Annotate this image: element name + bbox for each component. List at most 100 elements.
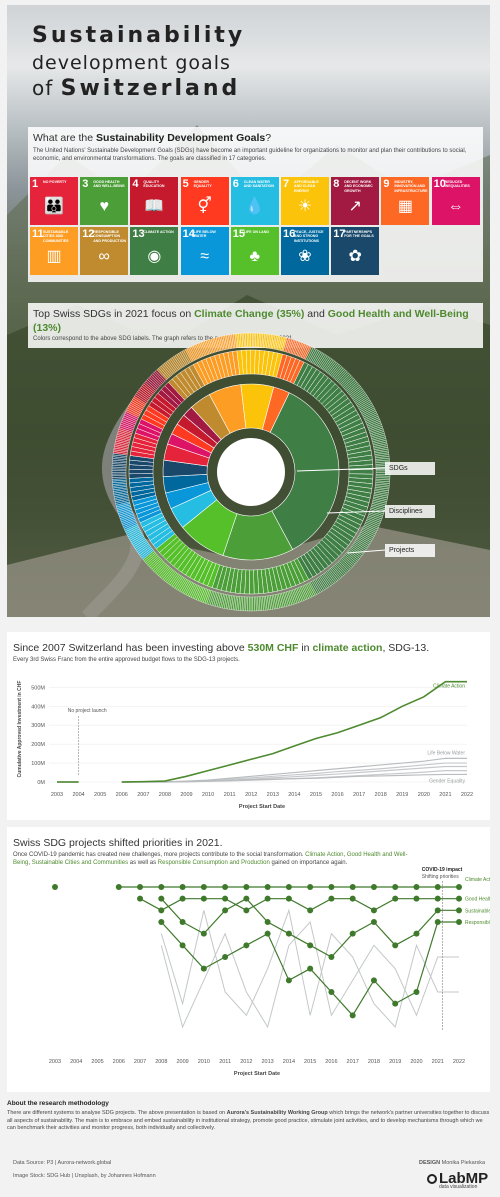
image-source: Image Stock: SDG Hub | Unsplash, by Joha… — [13, 1173, 156, 1179]
x-axis-label: Project Start Date — [239, 804, 285, 810]
y-tick-label: 500M — [31, 685, 45, 691]
sdg-tile-6: 6 CLEAN WATER AND SANITATION 💧 — [230, 177, 279, 225]
series-label: Climate Action — [433, 684, 465, 690]
rank-dot — [179, 919, 186, 925]
callout-sdgs: SDGs — [385, 462, 435, 475]
rank-dot — [243, 942, 250, 949]
footer: Data Source: P3 | Aurora-network.global … — [7, 1150, 490, 1195]
rank-dot — [264, 895, 271, 902]
sdg-tile-7: 7 AFFORDABLE AND CLEAN ENERGY ☀ — [281, 177, 329, 225]
rank-dot — [285, 884, 292, 890]
hero-section: Sustainability development goals of Swit… — [7, 5, 490, 617]
intro-heading: What are the Sustainability Development … — [33, 132, 272, 144]
labmp-logo: LabMP data visualization — [427, 1170, 488, 1190]
x-axis-label: Project Start Date — [234, 1071, 280, 1077]
discipline-segment — [245, 349, 252, 375]
sdg-tile-14: 14 LIFE BELOW WATER ≈ — [180, 227, 229, 275]
title-line-2: development goals — [32, 52, 231, 74]
x-tick-label: 2006 — [116, 792, 128, 798]
rank-dot — [264, 930, 271, 937]
sdg-number: 17 — [333, 228, 346, 240]
project-segment — [250, 596, 253, 612]
sdg-number: 7 — [283, 178, 290, 190]
sdg-label: GOOD HEALTH AND WELL-BEING — [93, 180, 125, 189]
rank-dot — [370, 884, 377, 890]
rank-label: Sustainable Cities — [465, 908, 490, 914]
gender-icon: ⚥ — [197, 198, 212, 215]
priorities-section: Swiss SDG projects shifted priorities in… — [7, 827, 490, 1092]
rank-dot — [392, 942, 399, 949]
sdg-label: CLEAN WATER AND SANITATION — [243, 180, 275, 189]
sunburst-heading: Top Swiss SDGs in 2021 focus on Climate … — [33, 308, 469, 334]
x-tick-label: 2013 — [262, 1059, 274, 1065]
sdg-tile-8: 8 DECENT WORK AND ECONOMIC GROWTH ↗ — [331, 177, 380, 225]
sdg-number: 10 — [433, 178, 446, 190]
rank-dot — [456, 895, 462, 902]
sdg-number: 11 — [32, 228, 44, 240]
x-tick-label: 2003 — [51, 792, 63, 798]
rank-dot — [243, 884, 250, 890]
x-tick-label: 2018 — [375, 792, 387, 798]
sdg-label: LIFE BELOW WATER — [193, 230, 216, 239]
rank-dot — [328, 989, 335, 995]
rank-dot — [200, 965, 207, 972]
rank-dot — [307, 965, 314, 972]
sdg-label: AFFORDABLE AND CLEAN ENERGY — [294, 180, 319, 193]
rank-dot — [434, 884, 441, 890]
callout-disciplines: Disciplines — [385, 505, 435, 518]
rank-dot — [413, 989, 420, 995]
sdg-intro-panel: What are the Sustainability Development … — [28, 127, 483, 282]
rank-dot — [200, 895, 207, 902]
book-icon: 📖 — [144, 198, 165, 215]
rank-dot — [158, 907, 165, 914]
sdg-tile-10: 10 REDUCED INEQUALITIES ⇔ — [431, 177, 480, 225]
callout-projects: Projects — [385, 544, 435, 557]
x-tick-label: 2015 — [304, 1059, 316, 1065]
flower-icon: ✿ — [348, 248, 362, 265]
x-tick-label: 2011 — [224, 792, 236, 798]
rank-line — [160, 920, 459, 1029]
sdg-number: 13 — [132, 228, 145, 240]
callout-line-projects — [346, 549, 386, 554]
tree-icon: ♣ — [249, 248, 261, 265]
x-tick-label: 2004 — [70, 1059, 82, 1065]
sunburst-center — [217, 438, 285, 506]
water-icon: 💧 — [244, 198, 265, 215]
cubes-icon: ▦ — [397, 198, 413, 215]
rank-dot — [349, 884, 356, 890]
sdg-number: 4 — [132, 178, 139, 190]
eye-icon: ◉ — [147, 248, 162, 265]
intro-description: The United Nations' Sustainable Developm… — [33, 148, 467, 162]
rank-dot — [434, 907, 441, 914]
rank-dot — [115, 884, 122, 890]
x-tick-label: 2007 — [137, 792, 149, 798]
no-launch-annotation: No project launch — [68, 708, 107, 714]
x-tick-label: 2012 — [245, 792, 257, 798]
rank-dot — [349, 895, 356, 902]
rank-dot — [413, 930, 420, 937]
rank-dot — [392, 895, 399, 902]
x-tick-label: 2008 — [159, 792, 171, 798]
rank-dot — [307, 942, 314, 949]
sdg-tile-9: 9 INDUSTRY, INNOVATION AND INFRASTRUCTURE… — [381, 177, 430, 225]
rank-dot — [179, 895, 186, 902]
rank-dot — [370, 907, 377, 914]
sdg-number: 15 — [232, 228, 246, 240]
sdg-label: REDUCED INEQUALITIES — [444, 180, 470, 189]
x-tick-label: 2011 — [219, 1059, 231, 1065]
priorities-description: Once COVID-19 pandemic has created new c… — [13, 852, 408, 866]
rank-dot — [264, 884, 271, 890]
sdg-tile-1: 1 NO POVERTY 👪 — [30, 177, 78, 225]
series-line — [57, 770, 467, 783]
rank-label: Responsible Consumption — [465, 920, 490, 926]
x-tick-label: 2005 — [91, 1059, 103, 1065]
x-tick-label: 2010 — [202, 792, 214, 798]
investment-line-chart: 0M 100M 200M 300M 400M 500M 2003 2004 2005 2006 20… — [17, 681, 473, 810]
rank-dot — [200, 884, 207, 890]
priorities-heading: Swiss SDG projects shifted priorities in… — [13, 837, 223, 849]
x-tick-label: 2014 — [288, 792, 300, 798]
rank-dot — [370, 919, 377, 925]
dove-icon: ❀ — [298, 248, 312, 265]
city-icon: ▥ — [46, 248, 62, 265]
people-icon: 👪 — [44, 198, 64, 215]
